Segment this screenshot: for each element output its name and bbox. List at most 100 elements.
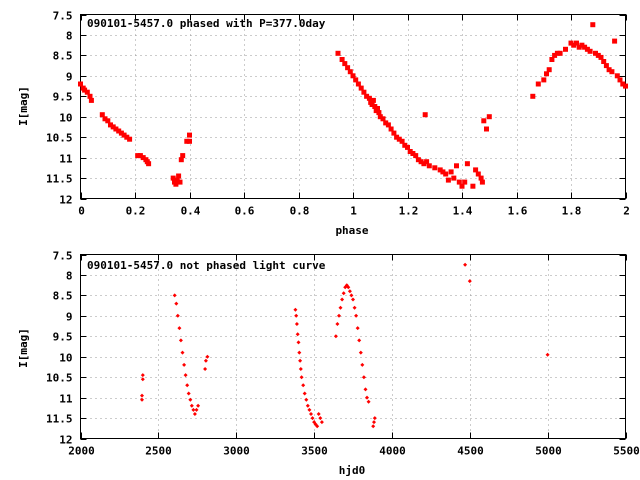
unphased-data-point [315,424,320,429]
phased-data-point [380,116,386,122]
phased-data-point [377,114,383,120]
phased-data-point [432,165,438,171]
unphased-data-point [545,352,550,357]
phased-data-point [563,46,568,52]
phased-data-point [102,116,108,122]
phased-data-point [345,65,351,71]
unphased-plot-frame [80,254,626,439]
phased-data-point [544,71,549,77]
phased-data-point [396,136,402,142]
phased-tick-marks [80,14,627,200]
phased-data-point [140,155,146,161]
unphased-data-point [349,293,354,298]
phased-y-tick-label: 12 [59,194,72,207]
phased-data-point [124,134,130,140]
unphased-y-tick-label: 8.5 [53,290,73,303]
unphased-x-tick-labels: 2000 2500 3000 3500 4000 4500 5000 5500 [68,445,640,458]
phased-x-tick-label: 0.6 [235,205,255,218]
phased-data-point [383,120,389,126]
phased-data-point [127,136,133,142]
unphased-data-point [307,407,312,412]
phased-data-point [146,161,152,167]
phased-data-point [612,38,618,44]
phased-data-point [486,114,492,120]
phased-data-point [576,44,582,50]
unphased-data-point [298,358,303,363]
unphased-data-point [357,338,362,343]
phased-data-point [187,138,192,144]
phased-x-tick-label: 2 [623,205,630,218]
unphased-y-tick-label: 8 [66,270,73,283]
phased-y-tick-label: 10.5 [46,132,73,145]
unphased-x-axis-label: hjd0 [339,464,366,477]
phased-data-point [590,22,596,28]
unphased-x-tick-label: 3500 [301,445,328,458]
unphased-data-point [178,338,183,343]
phased-data-point [176,173,182,179]
phased-data-point [353,77,359,83]
unphased-data-point [295,332,300,337]
phased-data-point [361,89,367,95]
phased-data-point [557,50,563,56]
unphased-data-point [182,362,187,367]
phased-data-point [484,126,489,132]
unphased-data-point [140,377,145,382]
phased-data-point [481,118,487,124]
unphased-tick-marks [80,254,627,440]
phased-data-point [541,77,547,83]
phased-data-point [418,159,424,165]
unphased-data-point [185,383,190,388]
phased-data-points [78,22,628,189]
phased-data-point [339,57,345,62]
phased-y-tick-label: 7.5 [53,10,73,23]
phased-data-point [574,40,579,46]
unphased-data-point [296,340,301,345]
phased-data-point [87,93,93,99]
phased-data-point [110,124,116,130]
unphased-data-point [191,407,196,412]
phased-data-point [603,63,609,69]
unphased-y-tick-label: 11 [59,393,73,406]
phased-data-point [415,157,421,163]
unphased-data-point [305,403,310,408]
phased-data-point [402,142,408,148]
phased-data-point [584,46,590,52]
phased-data-point [366,95,372,101]
phased-data-point [137,153,143,159]
phased-x-tick-label: 1.4 [453,205,473,218]
unphased-data-point [318,416,323,421]
phased-data-point [579,42,585,48]
unphased-data-point [337,313,341,318]
unphased-data-point [186,391,191,396]
phased-data-point [587,48,593,54]
unphased-x-tick-label: 5000 [535,445,562,458]
phased-data-point [593,50,598,56]
phased-chart-title: 090101-5457.0 phased with P=377.0day [87,17,326,30]
phased-data-point [546,67,552,73]
phased-data-point [440,169,446,175]
phased-data-point [369,102,375,107]
unphased-data-point [352,305,357,310]
phased-data-point [364,93,370,99]
phased-x-tick-label: 0 [78,205,85,218]
unphased-data-point [140,393,144,398]
unphased-data-point [194,407,199,412]
unphased-chart-title: 090101-5457.0 not phased light curve [87,259,326,272]
phased-y-tick-label: 9.5 [53,91,73,104]
phased-data-point [342,61,348,67]
unphased-data-point [299,375,304,380]
phased-y-tick-labels: 7.5 8 8.5 9 9.5 10 10.5 11 11.5 12 [46,10,73,207]
phased-x-tick-label: 0.4 [181,205,201,218]
phased-data-point [426,163,432,169]
unphased-data-point [293,307,298,312]
phased-data-point [571,42,577,48]
unphased-data-point [172,293,177,298]
phased-data-point [595,52,601,58]
phased-light-curve-chart: 0 0.2 0.4 0.6 0.8 1 1.2 1.4 1.6 1.8 2 7.5 8 8.5 9 9.5 1… [17,10,630,238]
phased-data-point [552,52,558,58]
unphased-data-point [335,322,340,326]
phased-data-point [180,153,186,159]
phased-data-point [105,118,111,124]
unphased-x-tick-label: 4500 [457,445,484,458]
